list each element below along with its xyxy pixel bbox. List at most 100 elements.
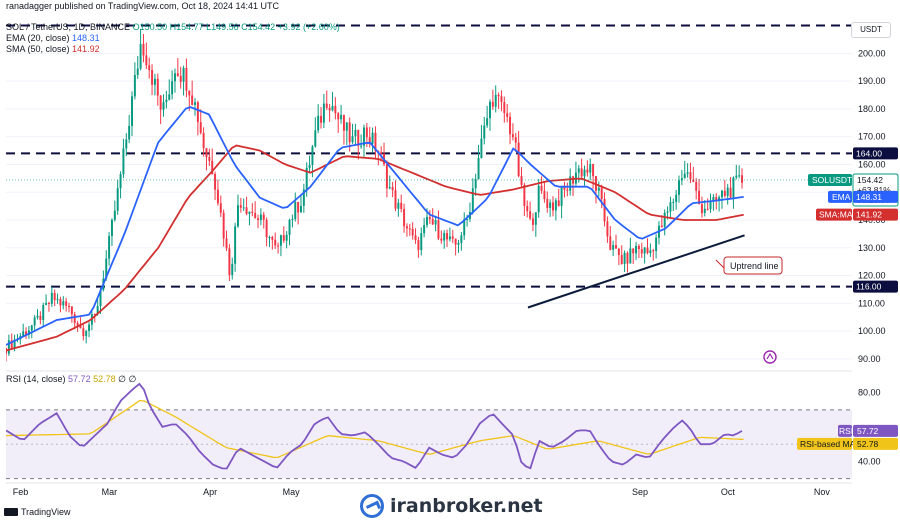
time-tick-label: Oct: [721, 487, 736, 497]
candle-body: [695, 181, 698, 191]
candle-body: [451, 236, 454, 239]
replay-icon[interactable]: [763, 350, 777, 364]
candle-body: [348, 122, 351, 143]
price-tick-label: 100.00: [858, 326, 886, 336]
candle-body: [583, 169, 586, 177]
annotation-pointer: [715, 259, 725, 269]
candle-body: [408, 228, 411, 230]
candle-body: [308, 164, 311, 168]
uptrend-line-segment[interactable]: [527, 234, 745, 309]
candle-body: [497, 94, 500, 97]
time-axis[interactable]: Feb Mar Apr May Sep Oct Nov: [6, 482, 852, 497]
rsi-ma-legend-value: 52.78: [93, 374, 116, 384]
candle-body: [317, 115, 320, 131]
candle-body: [305, 167, 308, 190]
candle-body: [242, 207, 245, 209]
symbol-line: SOL / TetherUS, 1D, BINANCE O150.50 H154…: [6, 22, 340, 33]
candle-body: [700, 204, 703, 214]
candle-body: [194, 102, 197, 105]
candle-body: [589, 164, 592, 173]
rsi-legend[interactable]: RSI (14, close) 57.72 52.78 ∅ ∅: [6, 374, 136, 385]
ema-tag-name: EMA: [832, 192, 851, 202]
candle-body: [153, 78, 156, 85]
price-axis[interactable]: 90.00100.00110.00120.00130.00140.00150.0…: [852, 0, 900, 490]
horizontal-levels[interactable]: [6, 24, 852, 288]
candle-body: [108, 236, 111, 259]
candle-body: [655, 237, 658, 251]
rsi-legend-extra: ∅ ∅: [118, 374, 137, 384]
time-tick-label: Mar: [102, 487, 118, 497]
candle-body: [689, 172, 692, 180]
price-tick-label: 170.00: [858, 132, 886, 142]
candle-body: [159, 95, 162, 110]
candle-body: [302, 189, 305, 206]
last-price-change: +63.81%: [857, 185, 891, 195]
candle-body: [380, 152, 383, 154]
candle-body: [179, 75, 182, 82]
candle-body: [609, 236, 612, 250]
candle-body: [577, 168, 580, 173]
rsi-legend-label: RSI (14, close): [6, 374, 66, 384]
uptrend-line[interactable]: [527, 234, 745, 309]
rsi-lines: [6, 382, 744, 470]
candle-body: [437, 220, 440, 239]
candle-body: [629, 248, 632, 264]
candle-body: [50, 292, 53, 304]
candle-body: [85, 330, 88, 337]
time-tick-label: Feb: [13, 487, 29, 497]
candle-body: [156, 78, 159, 96]
ema-line: [6, 106, 744, 346]
rsi-tag-box: [853, 424, 898, 437]
candle-body: [483, 125, 486, 139]
rsi-ma-tag-box: [853, 437, 898, 450]
candle-body: [537, 185, 540, 213]
candle-body: [279, 235, 282, 246]
candle-body: [735, 175, 738, 178]
price-tick-label: 190.00: [858, 76, 886, 86]
candle-body: [391, 187, 394, 191]
tradingview-logo[interactable]: TradingView: [4, 507, 71, 517]
candle-body: [259, 214, 262, 220]
candle-body: [10, 340, 13, 349]
moving-averages: [6, 106, 744, 352]
candle-body: [420, 233, 423, 251]
candle-body: [448, 236, 451, 240]
rsi-tick-label: 40.00: [858, 456, 881, 466]
candle-body: [715, 197, 718, 202]
candle-body: [30, 325, 33, 331]
sma-legend[interactable]: SMA (50, close) 141.92: [6, 44, 100, 55]
candle-body: [400, 202, 403, 209]
candle-body: [592, 164, 595, 177]
symbol-title[interactable]: SOL / TetherUS, 1D, BINANCE: [6, 22, 131, 32]
price-tick-label: 90.00: [858, 354, 881, 364]
time-tick-label: Apr: [203, 487, 217, 497]
candle-body: [431, 219, 434, 225]
watermark: iranbroker.net: [360, 494, 543, 518]
candle-body: [403, 208, 406, 227]
candle-body: [680, 178, 683, 181]
candle-body: [188, 90, 191, 96]
time-tick-label: May: [283, 487, 301, 497]
candle-body: [672, 201, 675, 203]
candle-body: [500, 96, 503, 103]
candle-body: [480, 138, 483, 159]
candle-body: [531, 218, 534, 225]
currency-button[interactable]: USDT: [851, 22, 891, 38]
candle-body: [285, 234, 288, 241]
ema-tag-name-box: [828, 190, 852, 203]
ema-legend[interactable]: EMA (20, close) 148.31: [6, 33, 100, 44]
candle-body: [33, 317, 36, 326]
tradingview-icon: [4, 508, 18, 516]
candle-body: [294, 201, 297, 219]
candle-body: [683, 173, 686, 179]
candle-body: [423, 224, 426, 234]
candle-body: [148, 65, 151, 71]
candle-body: [116, 188, 119, 211]
candle-body: [22, 331, 25, 336]
ema-tag-value: 148.31: [856, 192, 882, 202]
candle-body: [271, 236, 274, 240]
candle-body: [234, 226, 237, 264]
price-axis-background: [852, 0, 900, 490]
